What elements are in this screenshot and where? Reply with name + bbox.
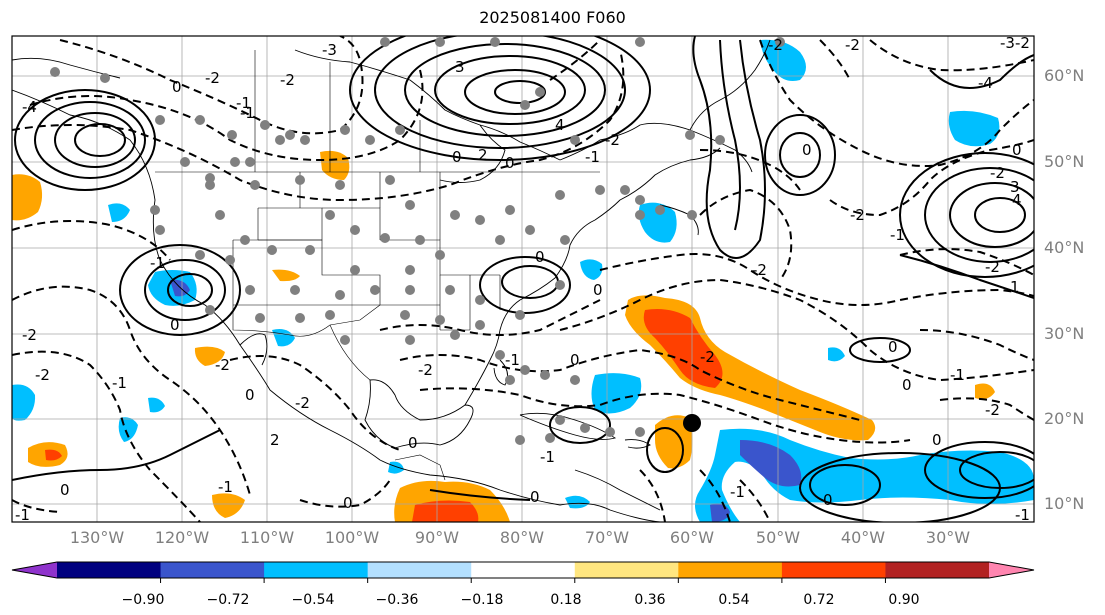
svg-text:0: 0 xyxy=(530,488,540,506)
svg-text:0: 0 xyxy=(535,248,545,266)
svg-text:0: 0 xyxy=(570,351,580,369)
svg-text:-2: -2 xyxy=(605,131,620,149)
svg-text:-1: -1 xyxy=(15,506,30,524)
svg-text:0: 0 xyxy=(888,338,898,356)
colorbar-tick-8: 0.72 xyxy=(803,592,835,608)
lon-label-60w: 60°W xyxy=(669,528,715,547)
svg-text:-2: -2 xyxy=(700,348,715,366)
lon-label-70w: 70°W xyxy=(584,528,630,547)
lon-label-30w: 30°W xyxy=(925,528,971,547)
svg-text:3: 3 xyxy=(455,58,465,76)
svg-text:0: 0 xyxy=(170,316,180,334)
svg-text:-4: -4 xyxy=(22,98,37,116)
svg-text:-3: -3 xyxy=(322,41,337,59)
svg-text:0: 0 xyxy=(505,154,515,172)
svg-text:3: 3 xyxy=(1010,178,1020,196)
svg-text:-1: -1 xyxy=(112,374,127,392)
lat-label-20n: 20°N xyxy=(1044,409,1085,428)
svg-text:-2: -2 xyxy=(985,401,1000,419)
lon-label-50w: 50°W xyxy=(755,528,801,547)
svg-text:-2: -2 xyxy=(295,394,310,412)
svg-text:0: 0 xyxy=(802,141,812,159)
svg-text:-4: -4 xyxy=(978,74,993,92)
lat-label-50n: 50°N xyxy=(1044,152,1085,171)
lon-label-90w: 90°W xyxy=(414,528,460,547)
svg-text:-2: -2 xyxy=(990,164,1005,182)
coastlines xyxy=(12,39,771,522)
svg-text:-1: -1 xyxy=(585,148,600,166)
colorbar-tick-9: 0.90 xyxy=(888,592,920,608)
shading-layer xyxy=(12,39,1034,522)
svg-text:-1: -1 xyxy=(218,478,233,496)
colorbar-tick-3: −0.36 xyxy=(375,592,419,608)
svg-text:1: 1 xyxy=(1010,278,1020,296)
colorbar-tick-4: −0.18 xyxy=(460,592,504,608)
svg-text:0: 0 xyxy=(343,494,353,512)
colorbar-tick-0: −0.90 xyxy=(121,592,165,608)
station-dots xyxy=(50,37,785,445)
svg-text:0: 0 xyxy=(1012,141,1022,159)
colorbar-tick-6: 0.36 xyxy=(634,592,666,608)
svg-text:2: 2 xyxy=(270,431,280,449)
colorbar-tick-2: −0.54 xyxy=(291,592,335,608)
svg-text:4: 4 xyxy=(1012,191,1022,209)
svg-text:-2: -2 xyxy=(205,69,220,87)
svg-text:0: 0 xyxy=(408,434,418,452)
svg-text:-2: -2 xyxy=(280,71,295,89)
svg-text:0: 0 xyxy=(593,281,603,299)
lon-label-120w: 120°W xyxy=(154,528,210,547)
svg-text:2: 2 xyxy=(478,146,488,164)
map-frame xyxy=(11,35,1035,523)
svg-text:-3: -3 xyxy=(1000,34,1015,52)
svg-text:-2: -2 xyxy=(35,366,50,384)
cyclone-position-marker xyxy=(683,414,701,432)
lat-label-60n: 60°N xyxy=(1044,66,1085,85)
lon-label-110w: 110°W xyxy=(239,528,295,547)
positive-contours xyxy=(12,36,1034,522)
svg-text:-2: -2 xyxy=(22,326,37,344)
svg-text:-1: -1 xyxy=(730,483,745,501)
svg-text:-1: -1 xyxy=(240,104,255,122)
svg-text:4: 4 xyxy=(555,116,565,134)
svg-text:-2: -2 xyxy=(1015,34,1030,52)
svg-text:-1: -1 xyxy=(540,448,555,466)
lat-label-30n: 30°N xyxy=(1044,324,1085,343)
svg-text:0: 0 xyxy=(60,481,70,499)
lon-label-40w: 40°W xyxy=(840,528,886,547)
svg-text:0: 0 xyxy=(932,431,942,449)
colorbar-tick-5: 0.18 xyxy=(550,592,582,608)
svg-text:-1: -1 xyxy=(890,226,905,244)
lon-label-100w: 100°W xyxy=(324,528,380,547)
svg-text:-2: -2 xyxy=(985,258,1000,276)
lon-label-130w: 130°W xyxy=(69,528,125,547)
svg-text:0: 0 xyxy=(902,376,912,394)
svg-text:0: 0 xyxy=(245,386,255,404)
svg-text:0: 0 xyxy=(172,78,182,96)
svg-text:-2: -2 xyxy=(850,206,865,224)
contour-labels: -4 -3 -2 -1 0 0 0 0 0 0 -1 -2 -2 -2 -1 -… xyxy=(15,34,1030,524)
svg-text:-1: -1 xyxy=(505,351,520,369)
colorbar-tick-7: 0.54 xyxy=(718,592,750,608)
svg-text:-2: -2 xyxy=(752,261,767,279)
lon-label-80w: 80°W xyxy=(499,528,545,547)
svg-text:-2: -2 xyxy=(768,36,783,54)
svg-text:-2: -2 xyxy=(215,356,230,374)
svg-text:-1: -1 xyxy=(950,366,965,384)
lat-label-40n: 40°N xyxy=(1044,238,1085,257)
svg-text:-1: -1 xyxy=(1015,506,1030,524)
svg-text:-1: -1 xyxy=(150,254,165,272)
negative-contours xyxy=(12,36,1034,522)
map-title: 2025081400 F060 xyxy=(479,8,626,27)
svg-text:-1: -1 xyxy=(236,94,251,112)
lat-label-10n: 10°N xyxy=(1044,494,1085,513)
colorbar-tick-1: −0.72 xyxy=(206,592,250,608)
svg-text:0: 0 xyxy=(823,491,833,509)
svg-text:-2: -2 xyxy=(418,361,433,379)
svg-text:-2: -2 xyxy=(845,36,860,54)
svg-text:0: 0 xyxy=(452,148,462,166)
